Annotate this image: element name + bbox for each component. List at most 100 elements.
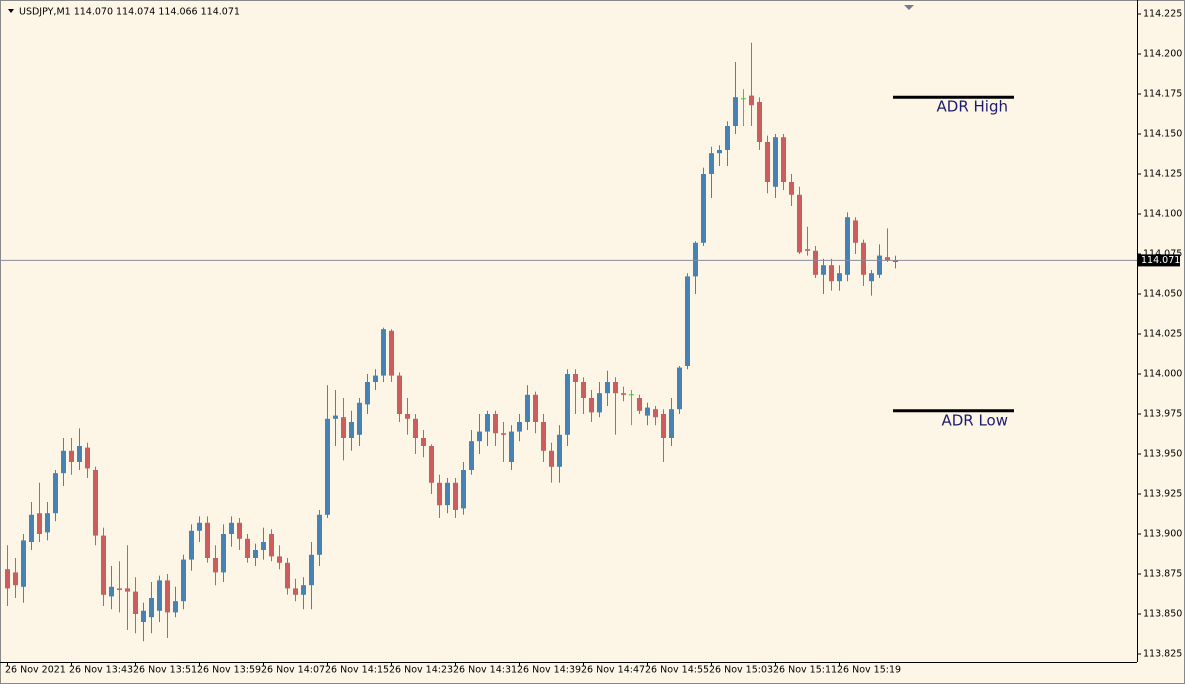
candle-body: [765, 142, 770, 182]
candle-body: [533, 394, 538, 422]
candle-body: [85, 447, 90, 469]
y-tick-label: 114.175: [1143, 89, 1182, 100]
y-tick-label: 114.125: [1143, 169, 1182, 180]
y-tick-label: 113.825: [1143, 649, 1182, 660]
candle-body: [605, 382, 610, 394]
candle-body: [189, 530, 194, 560]
candle-body: [317, 514, 322, 555]
candle-body: [205, 522, 210, 558]
candle-body: [485, 414, 490, 432]
candle-body: [637, 398, 642, 411]
y-tick-label: 114.000: [1143, 369, 1182, 380]
candle-body: [173, 601, 178, 613]
candle-body: [821, 265, 826, 275]
candle-body: [645, 407, 650, 416]
candle-body: [541, 422, 546, 451]
x-tick-label: 26 Nov 15:19: [837, 665, 901, 676]
y-tick-label: 114.075: [1143, 249, 1182, 260]
candle-body: [469, 441, 474, 470]
candle-body: [557, 434, 562, 467]
shift-marker: [904, 5, 914, 10]
candle-body: [413, 418, 418, 438]
candle-body: [333, 415, 338, 419]
candle-body: [501, 433, 506, 435]
candle-body: [29, 514, 34, 542]
candle-body: [565, 374, 570, 435]
candle-body: [45, 513, 50, 533]
candle-body: [461, 470, 466, 509]
candle-body: [829, 265, 834, 282]
candle-body: [197, 522, 202, 531]
candle-body: [845, 217, 850, 275]
y-tick-label: 113.875: [1143, 569, 1182, 580]
candle-body: [269, 534, 274, 557]
candle-body: [253, 550, 258, 558]
x-tick-label: 26 Nov 13:51: [133, 665, 197, 676]
x-tick-label: 26 Nov 15:11: [773, 665, 837, 676]
candle-body: [213, 558, 218, 573]
candle-body: [693, 242, 698, 277]
candle-body: [437, 482, 442, 506]
x-tick-label: 26 Nov 13:59: [197, 665, 261, 676]
candle-body: [493, 414, 498, 434]
x-tick-label: 26 Nov 15:03: [709, 665, 773, 676]
candle-body: [165, 580, 170, 613]
candle-body: [781, 137, 786, 182]
candle-body: [221, 534, 226, 573]
candle-body: [813, 250, 818, 275]
candle-body: [725, 126, 730, 150]
candle-body: [445, 482, 450, 506]
last-price-box: [1138, 254, 1180, 267]
candle-body: [77, 446, 82, 462]
y-tick-label: 114.225: [1143, 9, 1182, 20]
candle-body: [149, 598, 154, 618]
y-tick-label: 113.850: [1143, 609, 1182, 620]
y-tick-label: 113.950: [1143, 449, 1182, 460]
level-label: ADR High: [937, 98, 1008, 116]
candle-body: [117, 588, 122, 590]
candle-body: [349, 422, 354, 438]
candle-body: [877, 255, 882, 275]
candle-body: [389, 330, 394, 376]
candle-body: [93, 470, 98, 536]
y-tick-label: 114.150: [1143, 129, 1182, 140]
chart-header: USDJPY,M1 114.070 114.074 114.066 114.07…: [19, 7, 240, 18]
candle-body: [261, 542, 266, 550]
candle-body: [277, 556, 282, 563]
candle-body: [581, 382, 586, 398]
candle-body: [69, 450, 74, 462]
candle-body: [509, 431, 514, 462]
candle-body: [157, 580, 162, 611]
candle-body: [525, 394, 530, 422]
candle-body: [61, 450, 66, 474]
candle-body: [13, 572, 18, 586]
candle-body: [309, 554, 314, 586]
candle-body: [589, 398, 594, 413]
candle-body: [789, 182, 794, 195]
candle-body: [517, 422, 522, 432]
candle-body: [669, 409, 674, 438]
candle-body: [685, 276, 690, 366]
candle-body: [381, 329, 386, 376]
y-tick-label: 113.975: [1143, 409, 1182, 420]
candle-body: [621, 393, 626, 395]
menu-arrow[interactable]: [8, 9, 14, 13]
candle-body: [661, 414, 666, 438]
candle-body: [133, 591, 138, 614]
candle-body: [181, 559, 186, 602]
candle-body: [365, 382, 370, 405]
candle-body: [613, 382, 618, 394]
candle-body: [325, 418, 330, 515]
x-tick-label: 26 Nov 14:07: [261, 665, 325, 676]
candle-body: [653, 409, 658, 418]
x-tick-label: 26 Nov 14:47: [581, 665, 645, 676]
candle-body: [773, 137, 778, 187]
candle-body: [733, 97, 738, 126]
candle-body: [285, 562, 290, 589]
candle-body: [453, 482, 458, 510]
candle-body: [573, 374, 578, 382]
x-tick-label: 26 Nov 2021: [5, 665, 66, 676]
x-tick-label: 26 Nov 14:31: [453, 665, 517, 676]
candle-body: [5, 569, 10, 589]
candle-body: [301, 585, 306, 595]
